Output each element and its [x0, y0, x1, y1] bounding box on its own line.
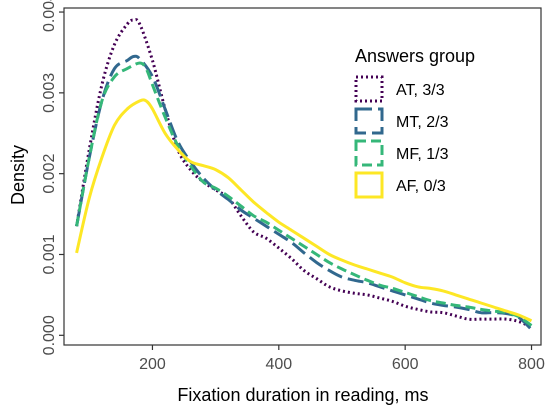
y-tick-label: 0.004: [41, 0, 58, 32]
legend-label-3: AF, 0/3: [396, 178, 446, 195]
x-axis: 200 400 600 800: [139, 345, 545, 373]
legend-key-2: [354, 139, 384, 167]
y-axis: 0.000 0.001 0.002 0.003 0.004: [41, 0, 64, 355]
plot-panel-border: [63, 7, 542, 346]
x-tick-label: 200: [139, 356, 166, 373]
y-axis-title: Density: [8, 145, 28, 205]
series-line-0: [75, 18, 533, 329]
y-tick-label: 0.001: [41, 234, 58, 274]
series-line-2: [75, 61, 533, 327]
x-tick-label: 400: [265, 356, 292, 373]
series-line-1: [75, 54, 533, 331]
legend-label-1: MT, 2/3: [396, 114, 449, 131]
x-tick-label: 600: [392, 356, 419, 373]
x-tick-label: 800: [518, 356, 545, 373]
legend: Answers group AT, 3/3 MT, 2/3 MF, 1/3 AF, 0…: [354, 46, 475, 199]
series-layer: [75, 18, 533, 331]
legend-key-3: [354, 171, 384, 199]
legend-title: Answers group: [355, 46, 475, 66]
y-tick-label: 0.003: [41, 73, 58, 113]
legend-label-0: AT, 3/3: [396, 82, 445, 99]
series-line-3: [75, 98, 533, 323]
legend-key-1: [354, 107, 384, 135]
legend-label-2: MF, 1/3: [396, 146, 449, 163]
y-tick-label: 0.002: [41, 154, 58, 194]
x-axis-title: Fixation duration in reading, ms: [177, 385, 428, 405]
y-tick-label: 0.000: [41, 315, 58, 355]
